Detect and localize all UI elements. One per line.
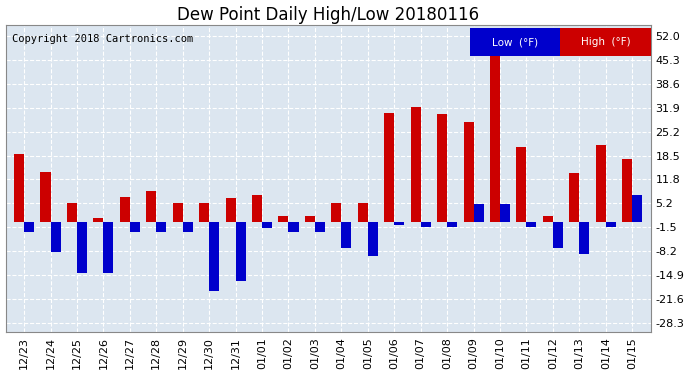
Bar (569, 173, 580, 222)
Bar (172, 203, 183, 222)
Bar (580, 222, 589, 254)
Bar (342, 222, 351, 249)
Bar (67, 203, 77, 222)
Bar (235, 222, 246, 280)
Bar (331, 203, 342, 222)
Bar (14, 154, 24, 222)
Text: Low  (°F): Low (°F) (492, 37, 538, 47)
Bar (553, 222, 563, 249)
Bar (437, 114, 447, 222)
Bar (50, 222, 61, 252)
Bar (447, 222, 457, 227)
Bar (146, 191, 156, 222)
Bar (490, 32, 500, 222)
Bar (411, 107, 421, 222)
Bar (543, 216, 553, 222)
Bar (252, 195, 262, 222)
Bar (288, 222, 299, 232)
Bar (622, 159, 632, 222)
Bar (77, 222, 87, 273)
Bar (279, 216, 288, 222)
Bar (368, 222, 378, 256)
Bar (464, 122, 473, 222)
Bar (516, 147, 526, 222)
FancyBboxPatch shape (560, 28, 651, 56)
Bar (130, 222, 140, 232)
Bar (595, 145, 606, 222)
Bar (24, 222, 34, 232)
Bar (209, 222, 219, 291)
Bar (226, 198, 235, 222)
Bar (500, 204, 510, 222)
Bar (526, 222, 537, 227)
Bar (41, 172, 50, 222)
Title: Dew Point Daily High/Low 20180116: Dew Point Daily High/Low 20180116 (177, 6, 479, 24)
Bar (473, 204, 484, 222)
FancyBboxPatch shape (470, 28, 560, 56)
Bar (606, 222, 615, 227)
Bar (156, 222, 166, 232)
Bar (315, 222, 325, 232)
Bar (199, 203, 209, 222)
Bar (421, 222, 431, 227)
Bar (104, 222, 113, 273)
Bar (120, 196, 130, 222)
Bar (93, 218, 104, 222)
Bar (262, 222, 272, 228)
Bar (305, 216, 315, 222)
Text: High  (°F): High (°F) (581, 37, 631, 47)
Bar (183, 222, 193, 232)
Bar (632, 195, 642, 222)
Bar (394, 222, 404, 225)
Bar (357, 203, 368, 222)
Text: Copyright 2018 Cartronics.com: Copyright 2018 Cartronics.com (12, 34, 193, 44)
Bar (384, 112, 394, 222)
